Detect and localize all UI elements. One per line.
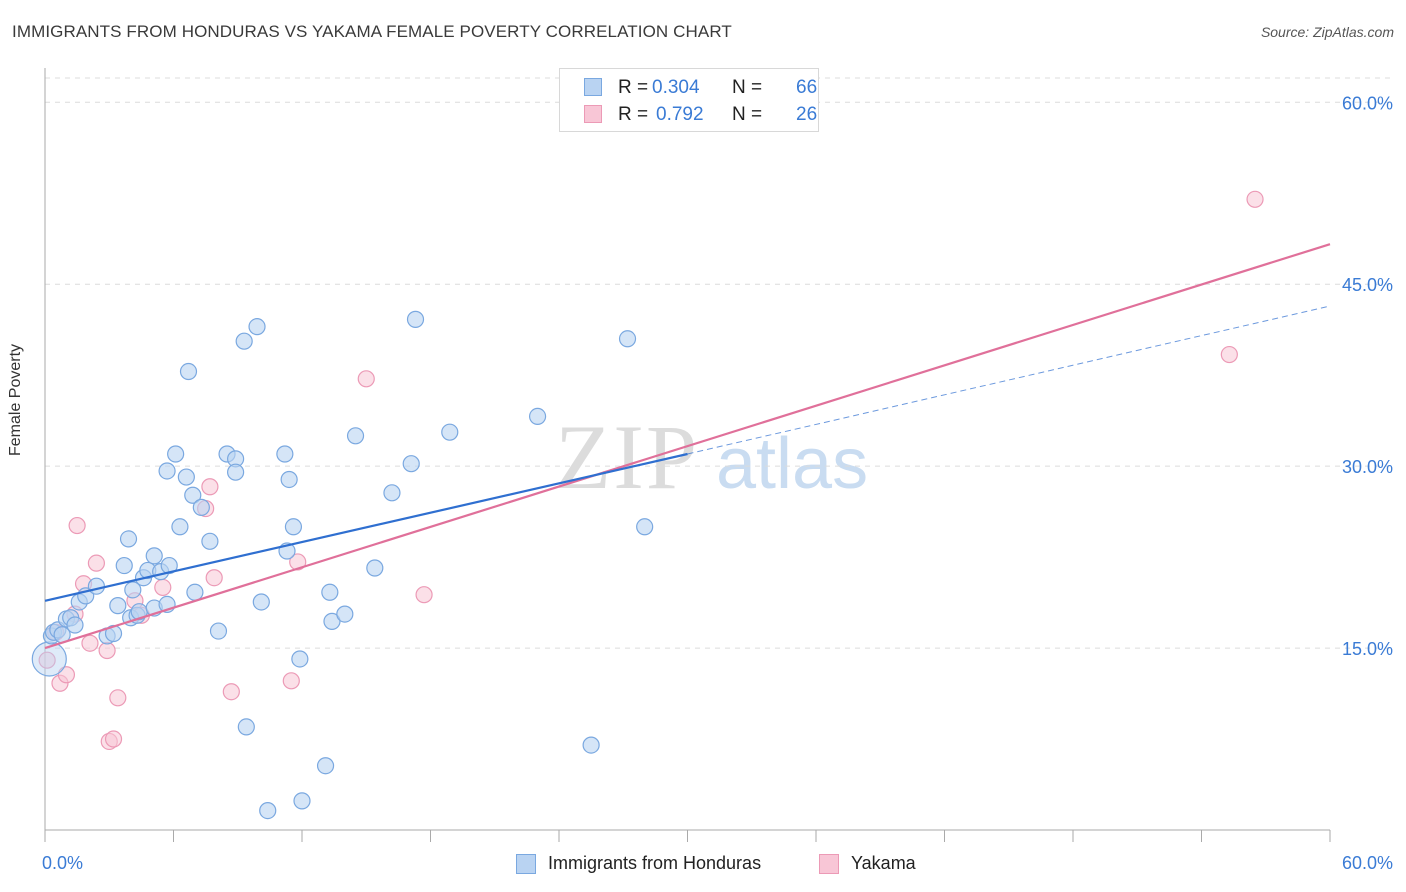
honduras-point — [160, 556, 178, 575]
honduras-point — [252, 593, 270, 611]
honduras-point — [109, 597, 127, 615]
honduras-point — [280, 470, 298, 489]
honduras-point — [179, 362, 198, 381]
source-label: Source: ZipAtlas.com — [1260, 24, 1394, 40]
legend-r-value-yakama: 0.792 — [656, 104, 704, 125]
honduras-point — [582, 736, 600, 754]
honduras-point — [293, 792, 311, 810]
honduras-point — [119, 530, 138, 548]
honduras-point — [87, 577, 106, 595]
yakama-point — [357, 370, 375, 388]
bottom-legend-swatch-honduras — [516, 854, 536, 874]
honduras-point — [115, 556, 133, 575]
bottom-legend-swatch-yakama — [819, 854, 839, 874]
tick-labels: 15.0% 30.0% 45.0% 60.0% 0.0% 60.0% — [42, 93, 1393, 873]
honduras-point — [171, 518, 189, 536]
honduras-point — [528, 407, 547, 425]
yakama-point — [415, 586, 433, 604]
yakama-point — [109, 689, 127, 707]
honduras-point — [291, 650, 309, 668]
honduras-point — [158, 462, 176, 480]
y-tick-label: 15.0% — [1342, 639, 1393, 659]
yakama-point — [98, 641, 116, 660]
honduras-point — [636, 518, 654, 536]
honduras-point — [237, 718, 255, 736]
honduras-point — [184, 486, 202, 504]
axes — [44, 68, 1331, 842]
honduras-point — [284, 518, 303, 536]
legend-swatch-yakama — [584, 105, 602, 123]
yakama-point — [201, 478, 219, 496]
yakama-point — [104, 730, 123, 748]
honduras-point — [227, 463, 245, 481]
honduras-point — [618, 330, 637, 348]
honduras-points — [31, 310, 654, 820]
honduras-point — [321, 583, 339, 601]
legend-swatch-honduras — [584, 78, 602, 96]
yakama-point — [81, 634, 99, 652]
x-tick-label-min: 0.0% — [42, 853, 83, 873]
yakama-point — [87, 554, 106, 572]
honduras-point — [316, 757, 335, 775]
yakama-point — [57, 666, 76, 684]
yakama-point — [154, 578, 172, 597]
trendlines — [44, 243, 1331, 650]
yakama-point — [38, 651, 56, 669]
honduras-point — [276, 445, 294, 463]
honduras-point — [366, 559, 384, 577]
honduras-point — [402, 455, 420, 473]
honduras-point — [323, 612, 341, 630]
honduras-point — [383, 484, 401, 502]
honduras-point — [192, 498, 210, 516]
honduras-point — [346, 427, 365, 445]
honduras-point — [259, 801, 277, 820]
yakama-point — [289, 553, 307, 571]
legend-r-label: R = — [618, 77, 649, 98]
honduras-point — [167, 445, 185, 463]
honduras-point — [336, 605, 354, 623]
legend-n-value-yakama: 26 — [796, 104, 818, 125]
x-tick-label-max: 60.0% — [1342, 853, 1393, 873]
chart-title: IMMIGRANTS FROM HONDURAS VS YAKAMA FEMAL… — [12, 22, 732, 41]
legend-n-label: N = — [732, 104, 763, 125]
legend-n-label: N = — [732, 77, 763, 98]
honduras-point — [209, 622, 228, 640]
correlation-legend: R = 0.304 N = 66 R = 0.792 N = 26 — [559, 68, 819, 132]
honduras-point — [145, 547, 163, 565]
honduras-trendline — [44, 452, 688, 602]
honduras-point — [235, 332, 253, 350]
legend-r-value-honduras: 0.304 — [652, 77, 700, 98]
yakama-point — [282, 672, 300, 690]
honduras-point — [406, 310, 425, 328]
y-tick-label: 45.0% — [1342, 275, 1393, 295]
watermark-atlas: atlas — [716, 424, 868, 504]
yakama-point — [222, 683, 240, 701]
yakama-point — [1246, 190, 1264, 208]
yakama-point — [205, 569, 223, 587]
gridlines — [45, 77, 1395, 649]
legend-n-value-honduras: 66 — [796, 77, 818, 98]
honduras-point — [248, 318, 266, 336]
yakama-point — [1220, 345, 1238, 364]
honduras-point — [186, 583, 204, 601]
legend-r-label: R = — [618, 104, 649, 125]
y-tick-label: 30.0% — [1342, 457, 1393, 477]
honduras-point — [201, 532, 219, 550]
watermark: ZIP atlas — [555, 406, 868, 508]
y-tick-label: 60.0% — [1342, 93, 1393, 113]
honduras-point — [441, 423, 459, 441]
bottom-legend-label-yakama: Yakama — [851, 853, 916, 873]
bottom-legend-label-honduras: Immigrants from Honduras — [548, 853, 762, 873]
yakama-trendline — [44, 243, 1331, 650]
honduras-point — [177, 468, 195, 486]
yakama-point — [68, 516, 86, 535]
honduras-point — [124, 581, 142, 599]
honduras-point — [66, 616, 84, 634]
